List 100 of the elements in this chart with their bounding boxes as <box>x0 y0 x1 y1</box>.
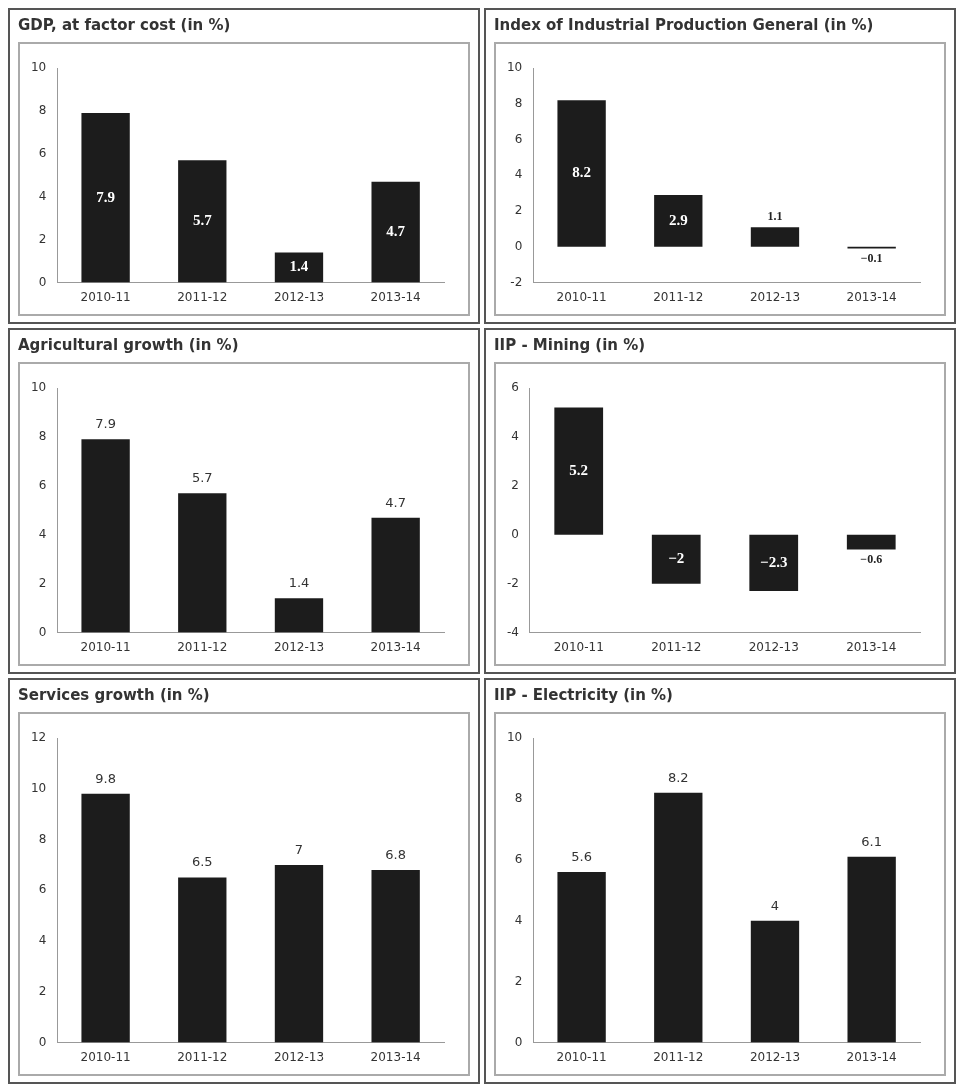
x-tick-label: 2012-13 <box>273 1049 325 1064</box>
x-tick-label: 2012-13 <box>273 639 325 654</box>
y-tick-label: 2 <box>514 203 523 218</box>
x-tick-label: 2013-14 <box>846 289 897 304</box>
y-tick-label: 2 <box>38 983 47 998</box>
x-tick-label: 2010-11 <box>80 639 131 654</box>
data-label: 1.4 <box>289 258 309 275</box>
bar <box>750 227 800 247</box>
bar <box>178 493 227 633</box>
data-label: 4.7 <box>385 494 406 510</box>
y-tick-label: 8 <box>514 791 523 806</box>
x-tick-label: 2012-13 <box>749 289 801 304</box>
data-label: −2 <box>668 550 685 567</box>
y-tick-label: -2 <box>510 274 523 289</box>
x-tick-label: 2012-13 <box>273 289 325 304</box>
bar <box>654 194 703 247</box>
data-label: 8.2 <box>572 164 591 181</box>
y-tick-label: 8 <box>38 831 47 846</box>
data-label: 4 <box>770 897 780 913</box>
bar <box>557 872 606 1043</box>
data-label: 1.4 <box>288 575 310 591</box>
data-label: 1.1 <box>767 209 783 224</box>
chart-title: Services growth (in %) <box>18 686 211 706</box>
y-tick-label: 6 <box>38 477 47 492</box>
y-tick-label: 6 <box>38 882 47 897</box>
y-tick-label: 8 <box>38 429 47 444</box>
y-tick-label: 0 <box>511 526 519 541</box>
bar <box>750 920 800 1043</box>
x-tick-label: 2010-11 <box>80 289 131 304</box>
y-tick-label: 10 <box>30 380 47 395</box>
data-label: 5.7 <box>192 212 213 229</box>
y-tick-label: 4 <box>38 526 47 541</box>
bar <box>178 877 227 1043</box>
y-tick-label: 0 <box>514 238 523 253</box>
data-label: 2.9 <box>668 211 688 228</box>
x-tick-label: 2011-12 <box>177 639 228 654</box>
x-tick-label: 2011-12 <box>653 289 704 304</box>
bar <box>371 517 420 633</box>
y-tick-label: 6 <box>38 145 47 160</box>
y-tick-label: 10 <box>506 60 523 75</box>
data-label: −2.3 <box>760 553 788 570</box>
chart-title: GDP, at factor cost (in %) <box>18 16 232 36</box>
x-tick-label: 2010-11 <box>80 1049 131 1064</box>
x-tick-label: 2010-11 <box>556 1049 607 1064</box>
x-tick-label: 2010-11 <box>556 289 607 304</box>
y-tick-label: 10 <box>506 730 523 745</box>
x-tick-label: 2013-14 <box>370 639 421 654</box>
y-tick-label: 2 <box>38 231 47 246</box>
x-tick-label: 2012-13 <box>749 1049 801 1064</box>
y-tick-label: -4 <box>507 624 519 639</box>
x-tick-label: 2011-12 <box>651 639 702 654</box>
y-tick-label: 6 <box>511 380 519 395</box>
y-tick-label: 10 <box>30 780 47 795</box>
bar <box>81 793 130 1043</box>
x-tick-label: 2013-14 <box>846 639 897 654</box>
y-tick-label: 2 <box>514 973 523 988</box>
bar <box>557 100 606 247</box>
y-tick-label: 0 <box>38 624 47 639</box>
x-tick-label: 2012-13 <box>748 639 799 654</box>
data-label: 7 <box>294 841 304 857</box>
x-tick-label: 2013-14 <box>370 1049 421 1064</box>
x-tick-label: 2013-14 <box>370 289 421 304</box>
bar <box>371 869 420 1043</box>
x-tick-label: 2013-14 <box>846 1049 897 1064</box>
data-label: 4.7 <box>386 223 406 240</box>
y-tick-label: 4 <box>514 912 523 927</box>
y-tick-label: 4 <box>38 933 47 948</box>
data-label: 6.1 <box>861 833 882 849</box>
chart-title: IIP - Mining (in %) <box>494 336 647 356</box>
bar <box>371 181 420 283</box>
chart-title: Agricultural growth (in %) <box>18 336 240 356</box>
y-tick-label: 6 <box>514 851 523 866</box>
data-label: 7.9 <box>96 188 115 205</box>
x-tick-label: 2010-11 <box>553 639 604 654</box>
data-label: −0.6 <box>860 551 883 566</box>
bar <box>274 598 324 633</box>
bar <box>274 864 324 1043</box>
y-tick-label: 0 <box>38 1034 47 1049</box>
y-tick-label: -2 <box>507 575 519 590</box>
x-tick-label: 2011-12 <box>177 1049 228 1064</box>
y-tick-label: 12 <box>30 730 47 745</box>
y-tick-label: 4 <box>38 188 47 203</box>
y-tick-label: 0 <box>38 274 47 289</box>
data-label: 6.8 <box>385 846 406 862</box>
y-tick-label: 4 <box>511 429 519 444</box>
data-label: 7.9 <box>95 416 116 432</box>
y-tick-label: 8 <box>514 95 523 110</box>
data-label: −0.1 <box>860 250 883 265</box>
y-tick-label: 10 <box>30 60 47 75</box>
x-tick-label: 2011-12 <box>653 1049 704 1064</box>
data-label: 5.2 <box>569 462 589 479</box>
bar <box>81 113 130 283</box>
x-tick-label: 2011-12 <box>177 289 228 304</box>
y-tick-label: 2 <box>38 575 47 590</box>
y-tick-label: 8 <box>38 103 47 118</box>
bar <box>81 439 130 633</box>
data-label: 9.8 <box>95 770 116 786</box>
y-tick-label: 0 <box>514 1034 523 1049</box>
bar <box>847 856 896 1043</box>
chart-title: Index of Industrial Production General (in %) <box>494 16 875 36</box>
